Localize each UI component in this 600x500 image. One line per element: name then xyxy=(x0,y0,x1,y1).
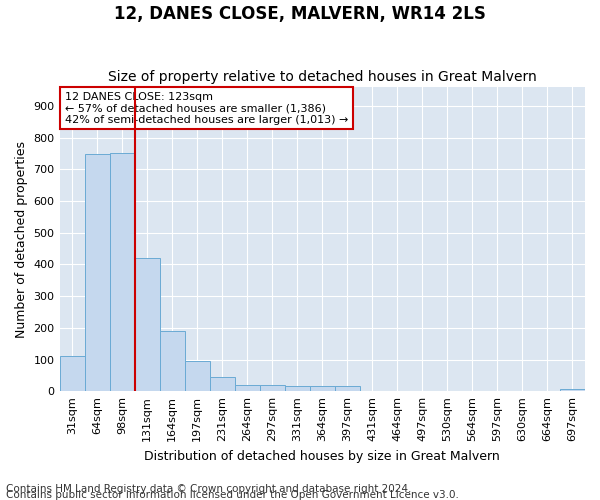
Bar xyxy=(560,388,585,391)
Bar xyxy=(185,361,209,391)
Bar xyxy=(285,386,310,391)
Text: 12, DANES CLOSE, MALVERN, WR14 2LS: 12, DANES CLOSE, MALVERN, WR14 2LS xyxy=(114,5,486,23)
Bar xyxy=(235,385,260,391)
Text: Contains HM Land Registry data © Crown copyright and database right 2024.: Contains HM Land Registry data © Crown c… xyxy=(6,484,412,494)
Text: Contains public sector information licensed under the Open Government Licence v3: Contains public sector information licen… xyxy=(6,490,459,500)
Bar xyxy=(85,154,110,391)
Bar xyxy=(59,356,85,391)
Bar xyxy=(335,386,360,391)
Bar xyxy=(260,385,285,391)
Title: Size of property relative to detached houses in Great Malvern: Size of property relative to detached ho… xyxy=(108,70,536,85)
Bar xyxy=(209,377,235,391)
Bar xyxy=(160,331,185,391)
X-axis label: Distribution of detached houses by size in Great Malvern: Distribution of detached houses by size … xyxy=(145,450,500,462)
Y-axis label: Number of detached properties: Number of detached properties xyxy=(15,140,28,338)
Bar xyxy=(310,386,335,391)
Bar xyxy=(110,154,134,391)
Bar xyxy=(134,258,160,391)
Text: 12 DANES CLOSE: 123sqm
← 57% of detached houses are smaller (1,386)
42% of semi-: 12 DANES CLOSE: 123sqm ← 57% of detached… xyxy=(65,92,348,125)
